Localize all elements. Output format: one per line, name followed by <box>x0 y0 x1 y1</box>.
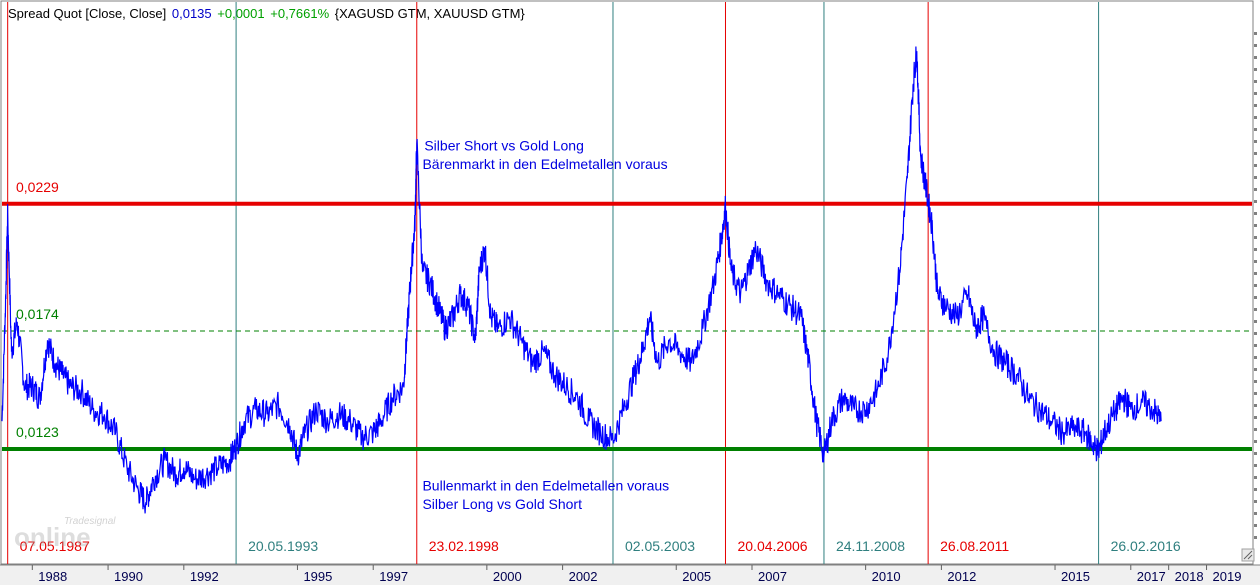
symbol-list: {XAGUSD GTM, XAUUSD GTM} <box>334 6 525 21</box>
annotation-text-1: Bärenmarkt in den Edelmetallen voraus <box>422 156 667 172</box>
scroll-dot <box>1254 416 1257 419</box>
scroll-dot <box>1254 164 1257 167</box>
scroll-dot <box>1254 176 1257 179</box>
scroll-dot <box>1254 236 1257 239</box>
scroll-dot <box>1254 452 1257 455</box>
resize-grip-icon[interactable] <box>1241 548 1255 562</box>
scroll-dot <box>1254 68 1257 71</box>
x-tick-label: 2019 <box>1213 569 1242 584</box>
scroll-dot <box>1254 500 1257 503</box>
scroll-dot <box>1254 200 1257 203</box>
watermark-logo: Tradesignal online <box>14 516 116 552</box>
scroll-dot <box>1254 464 1257 467</box>
x-tick-label: 1990 <box>114 569 143 584</box>
plot-border <box>0 0 1254 565</box>
scroll-dot <box>1254 296 1257 299</box>
watermark-name: online <box>14 522 91 552</box>
x-tick-label: 2007 <box>758 569 787 584</box>
scroll-dot <box>1254 320 1257 323</box>
scroll-dot <box>1254 392 1257 395</box>
x-tick-label: 2010 <box>872 569 901 584</box>
level-label: 0,0174 <box>16 306 59 322</box>
scroll-dot <box>1254 284 1257 287</box>
x-tick-label: 1997 <box>379 569 408 584</box>
annotation-text-3: Silber Long vs Gold Short <box>422 496 582 512</box>
level-label: 0,0123 <box>16 424 59 440</box>
scroll-dot <box>1254 512 1257 515</box>
spread-series-line <box>1 46 1162 514</box>
scroll-dot <box>1254 440 1257 443</box>
event-date-label: 26.02.2016 <box>1111 538 1181 554</box>
scroll-dot <box>1254 140 1257 143</box>
x-tick-label: 2002 <box>569 569 598 584</box>
scroll-dot <box>1254 272 1257 275</box>
scroll-dot <box>1254 224 1257 227</box>
change-percent: +0,7661% <box>270 6 330 21</box>
scroll-dot <box>1254 536 1257 539</box>
scroll-dot <box>1254 368 1257 371</box>
scroll-dot <box>1254 380 1257 383</box>
scroll-dot <box>1254 332 1257 335</box>
scroll-dot <box>1254 356 1257 359</box>
event-date-label: 20.04.2006 <box>737 538 807 554</box>
scroll-dot <box>1254 476 1257 479</box>
chart-header: Spread Quot [Close, Close] 0,0135 +0,000… <box>8 6 527 21</box>
x-tick-label: 2015 <box>1061 569 1090 584</box>
last-value: 0,0135 <box>171 6 212 21</box>
scroll-dot <box>1254 80 1257 83</box>
x-axis-strip <box>0 565 1260 585</box>
indicator-name: Spread Quot [Close, Close] <box>8 6 167 21</box>
x-tick-label: 2012 <box>947 569 976 584</box>
scroll-dot <box>1254 524 1257 527</box>
scroll-dot <box>1254 128 1257 131</box>
event-date-label: 20.05.1993 <box>248 538 318 554</box>
scroll-dot <box>1254 248 1257 251</box>
event-date-label: 23.02.1998 <box>429 538 499 554</box>
scroll-dot <box>1254 44 1257 47</box>
annotation-text-0: Silber Short vs Gold Long <box>424 138 584 154</box>
scroll-dot <box>1254 188 1257 191</box>
scroll-dot <box>1254 116 1257 119</box>
scroll-dot <box>1254 212 1257 215</box>
scroll-dot <box>1254 428 1257 431</box>
change-value: +0,0001 <box>217 6 265 21</box>
scroll-dot <box>1254 56 1257 59</box>
scroll-dot <box>1254 104 1257 107</box>
scroll-dot <box>1254 308 1257 311</box>
scroll-dot <box>1254 488 1257 491</box>
x-tick-label: 1995 <box>303 569 332 584</box>
scroll-dot <box>1254 92 1257 95</box>
x-tick-label: 2017 <box>1137 569 1166 584</box>
x-tick-label: 2005 <box>682 569 711 584</box>
event-date-label: 24.11.2008 <box>836 538 905 554</box>
scroll-dot <box>1254 32 1257 35</box>
scroll-dot <box>1254 404 1257 407</box>
scroll-dot <box>1254 344 1257 347</box>
event-date-label: 07.05.1987 <box>20 538 90 554</box>
annotation-text-2: Bullenmarkt in den Edelmetallen voraus <box>422 478 669 494</box>
scroll-dot <box>1254 260 1257 263</box>
watermark-brand: Tradesignal <box>64 516 116 527</box>
level-label: 0,0229 <box>16 179 59 195</box>
x-tick-label: 1988 <box>38 569 67 584</box>
x-tick-label: 2000 <box>493 569 522 584</box>
event-date-label: 26.08.2011 <box>940 538 1009 554</box>
vertical-scrollbar[interactable] <box>1252 28 1260 548</box>
event-date-label: 02.05.2003 <box>625 538 695 554</box>
x-tick-label: 1992 <box>190 569 219 584</box>
scroll-dot <box>1254 152 1257 155</box>
x-tick-label: 2018 <box>1175 569 1204 584</box>
